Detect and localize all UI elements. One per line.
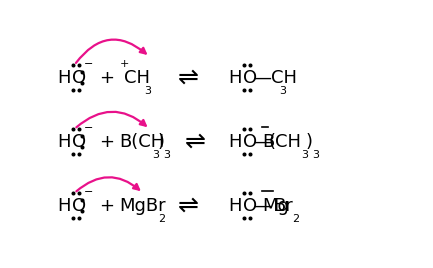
Text: 2: 2 [292, 214, 299, 224]
Text: H: H [229, 69, 242, 87]
Text: −: − [84, 59, 94, 69]
Text: O: O [243, 196, 257, 214]
Text: (CH: (CH [268, 133, 301, 151]
Text: MgBr: MgBr [120, 196, 166, 214]
Text: H: H [58, 133, 71, 151]
Text: O: O [71, 133, 86, 151]
Text: −: − [84, 123, 94, 133]
Text: O: O [71, 196, 86, 214]
Text: 2: 2 [158, 214, 165, 224]
Text: 3: 3 [312, 150, 319, 160]
Text: +: + [99, 133, 113, 151]
Text: 3: 3 [144, 86, 151, 96]
Text: 3: 3 [280, 86, 287, 96]
Text: H: H [58, 69, 71, 87]
Text: ⇌: ⇌ [178, 66, 199, 90]
Text: H: H [229, 196, 242, 214]
Text: 3: 3 [152, 150, 159, 160]
Text: −: − [84, 187, 94, 197]
Text: ⇌: ⇌ [178, 193, 199, 218]
Text: B(CH: B(CH [120, 133, 165, 151]
Text: H: H [58, 196, 71, 214]
Text: O: O [243, 133, 257, 151]
Text: ): ) [157, 133, 164, 151]
Text: O: O [71, 69, 86, 87]
Text: ⇌: ⇌ [184, 129, 206, 154]
Text: ): ) [305, 133, 312, 151]
Text: 3: 3 [164, 150, 171, 160]
Text: Br: Br [273, 196, 293, 214]
Text: O: O [243, 69, 257, 87]
Text: Mg: Mg [262, 196, 289, 214]
Text: +: + [99, 69, 113, 87]
Text: —: — [253, 196, 271, 214]
Text: 3: 3 [301, 150, 308, 160]
Text: B: B [262, 133, 275, 151]
Text: +: + [99, 196, 113, 214]
Text: CH: CH [124, 69, 150, 87]
Text: —CH: —CH [253, 69, 297, 87]
Text: +: + [120, 59, 129, 69]
Text: H: H [229, 133, 242, 151]
Text: —: — [253, 133, 271, 151]
